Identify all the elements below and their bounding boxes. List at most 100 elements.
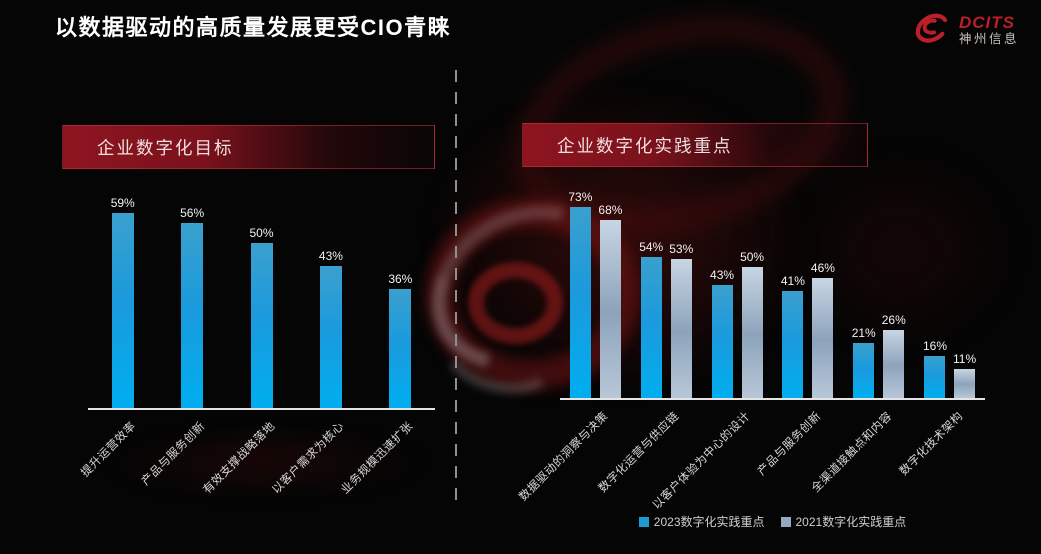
practices-header-label: 企业数字化实践重点 xyxy=(557,135,733,156)
bar-column: 68% xyxy=(598,203,622,398)
practices-category-labels: 数据驱动的洞察与决策 数字化运营与供应链 以客户体验为中心的设计 产品与服务创新 全渠道… xyxy=(518,400,985,512)
bar-column: 73% xyxy=(568,190,592,398)
goals-header-label: 企业数字化目标 xyxy=(97,137,234,158)
bar-column: 56% xyxy=(180,206,204,408)
bar-group: 56% xyxy=(157,206,226,408)
dcits-swirl-icon xyxy=(910,10,952,49)
legend-swatch-2023-icon xyxy=(638,516,649,527)
goals-category-labels: 提升运营效率 产品与服务创新 有效支撑战略落地 以客户需求为核心 业务规模迅速扩张 xyxy=(79,410,435,512)
bar-group: 41% 46% xyxy=(772,260,843,398)
bar-2021 xyxy=(883,329,905,398)
legend-item-2021: 2021数字化实践重点 xyxy=(780,513,907,530)
goals-axis-line xyxy=(88,408,435,410)
bar-2023 xyxy=(782,290,804,398)
goals-bars: 59% 56% 50% 43% 36% xyxy=(88,192,435,408)
bar-value-label: 73% xyxy=(568,189,593,204)
bar-value-label: 43% xyxy=(710,268,735,283)
practices-header-banner: 企业数字化实践重点 xyxy=(522,123,868,167)
bar-value-label: 26% xyxy=(881,312,906,327)
category-label: 全渠道接触点和内容 xyxy=(809,400,914,502)
bar-value-label: 56% xyxy=(180,206,205,221)
page-title: 以数据驱动的高质量发展更受CIO青睐 xyxy=(55,15,452,40)
bar xyxy=(389,289,412,408)
category-label: 业务规模迅速扩张 xyxy=(340,410,435,512)
bar-column: 46% xyxy=(810,260,835,398)
bar-column: 54% xyxy=(639,239,664,398)
section-divider xyxy=(455,70,457,504)
bar xyxy=(181,223,204,408)
bar-2023 xyxy=(640,256,662,398)
dcits-logo: DCITS 神州信息 xyxy=(910,10,1019,49)
bar-group: 16% 11% xyxy=(914,339,985,398)
bar-group: 36% xyxy=(366,272,435,408)
bar-value-label: 11% xyxy=(953,352,977,367)
bar-group: 43% 50% xyxy=(702,250,773,398)
bar xyxy=(319,266,342,408)
goals-header-banner: 企业数字化目标 xyxy=(62,125,435,169)
bar-group: 50% xyxy=(227,226,296,408)
bar-value-label: 53% xyxy=(669,242,694,257)
bar-column: 21% xyxy=(852,326,876,398)
bar-column: 16% xyxy=(923,339,947,398)
bar-column: 43% xyxy=(710,268,734,398)
bar-value-label: 41% xyxy=(780,273,805,288)
bar-group: 43% xyxy=(296,249,365,408)
logo-text: DCITS 神州信息 xyxy=(959,13,1019,47)
background-bottom-glow xyxy=(50,415,480,510)
bar-group: 59% xyxy=(88,196,157,408)
bar-value-label: 50% xyxy=(740,250,765,264)
legend-item-2023: 2023数字化实践重点 xyxy=(638,513,765,530)
bar-column: 26% xyxy=(882,313,906,398)
practices-chart: 73% 68% 54% 53% 43% 50% 41% 46% 21% 26% 16% 11% 数据驱… xyxy=(518,186,985,512)
bar-2021 xyxy=(670,259,692,398)
bar-value-label: 50% xyxy=(249,226,274,240)
bar-value-label: 36% xyxy=(388,272,413,287)
bar-value-label: 46% xyxy=(810,260,835,275)
bar-2021 xyxy=(599,219,621,398)
chart-legend: 2023数字化实践重点 2021数字化实践重点 xyxy=(560,513,985,530)
bar-column: 36% xyxy=(388,272,412,408)
legend-swatch-2021-icon xyxy=(780,516,791,527)
bar-value-label: 54% xyxy=(639,239,664,254)
bar-2021 xyxy=(954,369,976,398)
practices-bars: 73% 68% 54% 53% 43% 50% 41% 46% 21% 26% 16% 11% xyxy=(560,186,985,398)
logo-brand: DCITS xyxy=(958,12,1015,32)
category-label: 产品与服务创新 xyxy=(140,410,226,512)
bar-value-label: 43% xyxy=(318,249,343,264)
bar-group: 21% 26% xyxy=(843,313,914,398)
bar-value-label: 59% xyxy=(110,196,135,211)
bar-2023 xyxy=(711,285,733,398)
category-label: 数字化技术架构 xyxy=(897,400,985,502)
bar xyxy=(111,213,134,408)
bar-value-label: 68% xyxy=(598,202,623,217)
bar-2023 xyxy=(924,356,946,398)
bar-column: 53% xyxy=(669,242,693,398)
category-label: 数据驱动的洞察与决策 xyxy=(518,400,631,503)
category-label: 以客户体验为中心的设计 xyxy=(651,400,773,512)
bar-column: 59% xyxy=(111,196,135,408)
logo-company-name: 神州信息 xyxy=(958,32,1019,47)
bar-2021 xyxy=(812,277,834,398)
bar-value-label: 21% xyxy=(851,326,876,340)
bar-column: 50% xyxy=(250,226,274,408)
goals-chart: 59% 56% 50% 43% 36% 提升运营效率 产品与服务创新 有效支撑战略落地 以客户… xyxy=(79,192,435,512)
category-label: 提升运营效率 xyxy=(79,410,157,512)
practices-axis-line xyxy=(560,398,985,400)
bar-column: 41% xyxy=(781,274,805,398)
bar-group: 73% 68% xyxy=(560,190,631,398)
category-label: 有效支撑战略落地 xyxy=(201,410,296,512)
category-label: 以客户需求为核心 xyxy=(270,410,365,512)
bar-value-label: 16% xyxy=(922,339,947,354)
legend-label-2023: 2023数字化实践重点 xyxy=(653,515,765,529)
bar-column: 11% xyxy=(953,352,976,398)
bar-2021 xyxy=(741,267,763,398)
bar xyxy=(250,243,273,408)
legend-label-2021: 2021数字化实践重点 xyxy=(795,515,907,529)
bar-column: 43% xyxy=(319,249,343,408)
bar-column: 50% xyxy=(740,250,764,398)
bar-2023 xyxy=(853,343,875,398)
bar-2023 xyxy=(569,206,591,398)
bar-group: 54% 53% xyxy=(631,239,702,398)
category-label: 产品与服务创新 xyxy=(756,400,843,502)
